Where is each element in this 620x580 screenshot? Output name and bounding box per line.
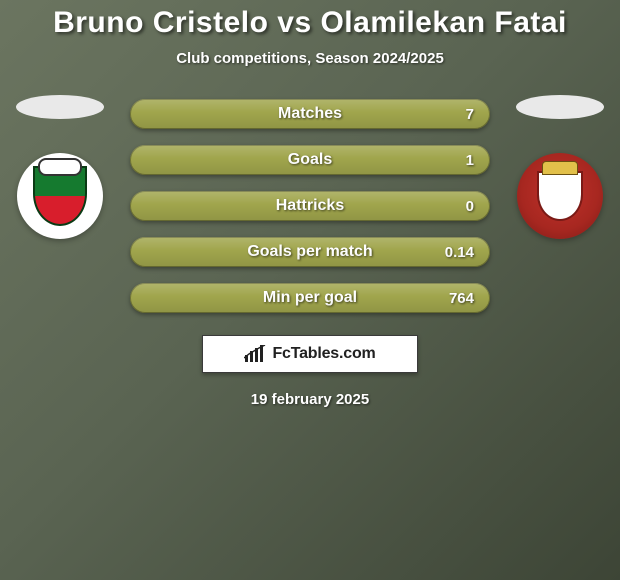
stat-value: 0 bbox=[466, 191, 474, 221]
club-crest-left bbox=[17, 153, 103, 239]
right-player-col bbox=[510, 95, 610, 239]
brand-badge: FcTables.com bbox=[202, 335, 418, 373]
page-title: Bruno Cristelo vs Olamilekan Fatai bbox=[0, 6, 620, 40]
brand-bars-icon bbox=[244, 345, 266, 363]
stat-label: Goals per match bbox=[130, 237, 490, 267]
brand-text: FcTables.com bbox=[272, 345, 375, 363]
stat-value: 1 bbox=[466, 145, 474, 175]
stat-bar-hattricks: Hattricks 0 bbox=[130, 191, 490, 221]
infographic-root: Bruno Cristelo vs Olamilekan Fatai Club … bbox=[0, 0, 620, 580]
stat-value: 0.14 bbox=[445, 237, 474, 267]
club-crest-right-shield-icon bbox=[537, 171, 583, 221]
stat-value: 7 bbox=[466, 99, 474, 129]
comparison-row: Matches 7 Goals 1 Hattricks 0 Goals per … bbox=[0, 95, 620, 313]
stat-bars: Matches 7 Goals 1 Hattricks 0 Goals per … bbox=[130, 95, 490, 313]
subtitle: Club competitions, Season 2024/2025 bbox=[0, 50, 620, 67]
club-crest-right bbox=[517, 153, 603, 239]
stat-label: Matches bbox=[130, 99, 490, 129]
stat-bar-goals-per-match: Goals per match 0.14 bbox=[130, 237, 490, 267]
stat-bar-goals: Goals 1 bbox=[130, 145, 490, 175]
stat-bar-matches: Matches 7 bbox=[130, 99, 490, 129]
stat-label: Goals bbox=[130, 145, 490, 175]
stat-label: Min per goal bbox=[130, 283, 490, 313]
left-player-col bbox=[10, 95, 110, 239]
stat-bar-min-per-goal: Min per goal 764 bbox=[130, 283, 490, 313]
player-right-placeholder bbox=[516, 95, 604, 119]
footer-date: 19 february 2025 bbox=[0, 391, 620, 408]
stat-value: 764 bbox=[449, 283, 474, 313]
player-left-placeholder bbox=[16, 95, 104, 119]
club-crest-left-shield-icon bbox=[33, 166, 87, 226]
stat-label: Hattricks bbox=[130, 191, 490, 221]
